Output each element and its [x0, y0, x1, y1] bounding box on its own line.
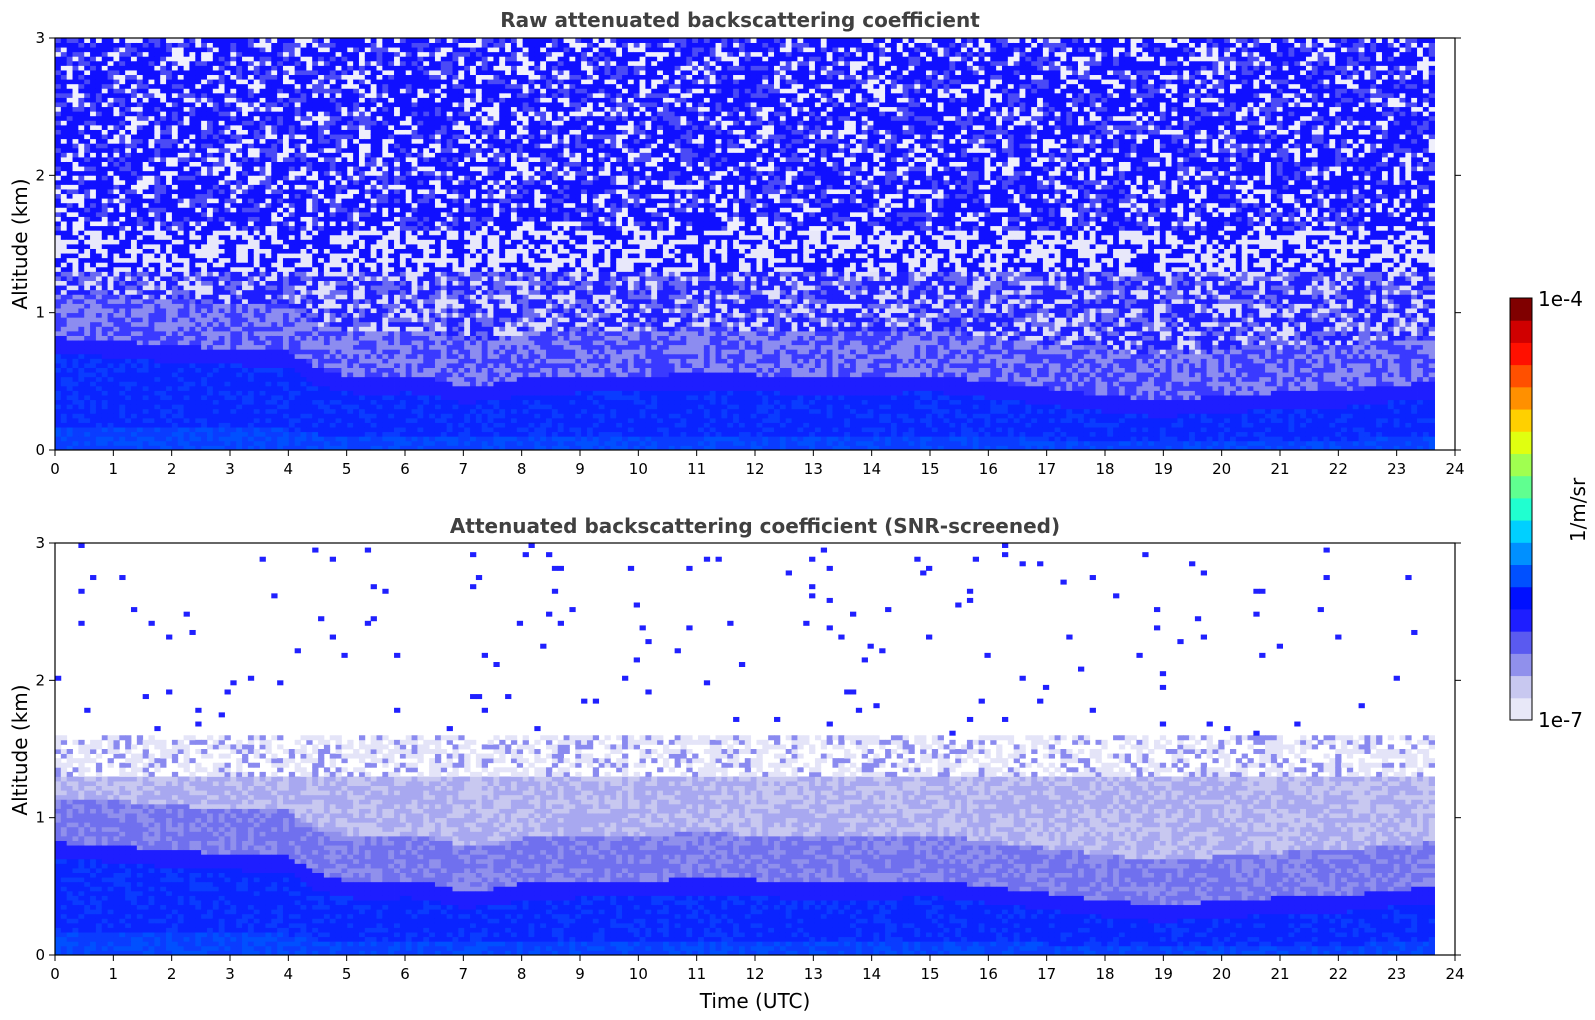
x-tick-label: 4: [284, 965, 294, 983]
x-tick-label: 15: [920, 965, 939, 983]
x-tick-label: 23: [1387, 460, 1406, 478]
colorbar-band: [1510, 564, 1532, 588]
heatmap-screened: [55, 543, 1435, 956]
x-tick-label: 9: [575, 460, 585, 478]
x-tick-label: 10: [629, 965, 648, 983]
x-tick-label: 9: [575, 965, 585, 983]
colorbar-band: [1510, 608, 1532, 632]
y-axis-label-screened: Altitude (km): [8, 684, 32, 815]
x-tick-label: 17: [1037, 965, 1056, 983]
colorbar-band: [1510, 320, 1532, 343]
x-tick-label: 24: [1445, 460, 1464, 478]
raw-backscatter-panel: Raw attenuated backscattering coefficien…: [8, 8, 1465, 478]
y-tick-label: 3: [35, 534, 45, 552]
x-tick-label: 0: [50, 965, 60, 983]
x-tick-label: 14: [862, 460, 881, 478]
x-tick-label: 10: [629, 460, 648, 478]
x-tick-label: 16: [979, 460, 998, 478]
y-axis-ticks-raw: 0 1 2 3: [35, 29, 1461, 459]
x-tick-label: 22: [1329, 965, 1348, 983]
colorbar-band: [1510, 497, 1532, 521]
colorbar-band: [1510, 298, 1532, 321]
y-axis-label-raw: Altitude (km): [8, 178, 32, 309]
colorbar-gradient: [1510, 298, 1532, 721]
x-tick-label: 19: [1154, 965, 1173, 983]
x-tick-label: 5: [342, 460, 352, 478]
colorbar-band: [1510, 542, 1532, 566]
x-tick-label: 7: [459, 965, 469, 983]
x-tick-label: 20: [1212, 965, 1231, 983]
screened-backscatter-panel: Attenuated backscattering coefficient (S…: [8, 514, 1465, 1013]
x-tick-label: 24: [1445, 965, 1464, 983]
y-tick-label: 2: [35, 166, 45, 184]
x-tick-label: 2: [167, 460, 177, 478]
colorbar-band: [1510, 697, 1532, 721]
colorbar-frame: [1509, 297, 1533, 721]
colorbar-band: [1510, 342, 1532, 366]
colorbar-band: [1510, 653, 1532, 677]
x-tick-label: 2: [167, 965, 177, 983]
x-tick-label: 1: [109, 965, 119, 983]
x-tick-label: 15: [920, 460, 939, 478]
x-tick-label: 18: [1095, 460, 1114, 478]
colorbar-band: [1510, 386, 1532, 410]
x-tick-label: 21: [1270, 460, 1289, 478]
y-tick-label: 3: [35, 29, 45, 47]
x-tick-label: 22: [1329, 460, 1348, 478]
colorbar-band: [1510, 453, 1532, 477]
colorbar: 1e-4 1e-7 1/m/sr: [1509, 287, 1590, 732]
x-tick-label: 21: [1270, 965, 1289, 983]
colorbar-band: [1510, 675, 1532, 699]
x-tick-label: 5: [342, 965, 352, 983]
y-tick-label: 1: [35, 304, 45, 322]
x-tick-label: 14: [862, 965, 881, 983]
x-axis-label: Time (UTC): [699, 989, 811, 1013]
x-tick-label: 23: [1387, 965, 1406, 983]
colorbar-unit-label: 1/m/sr: [1566, 477, 1590, 542]
y-tick-label: 0: [35, 946, 45, 964]
x-tick-label: 16: [979, 965, 998, 983]
x-tick-label: 11: [687, 460, 706, 478]
x-tick-label: 7: [459, 460, 469, 478]
y-axis-ticks-screened: 0 1 2 3: [35, 534, 1461, 964]
x-tick-label: 4: [284, 460, 294, 478]
colorbar-band: [1510, 475, 1532, 499]
colorbar-band: [1510, 431, 1532, 454]
x-tick-label: 6: [400, 460, 410, 478]
x-tick-label: 6: [400, 965, 410, 983]
x-tick-label: 18: [1095, 965, 1114, 983]
x-tick-label: 13: [804, 965, 823, 983]
panel-title-screened: Attenuated backscattering coefficient (S…: [450, 514, 1060, 538]
x-tick-label: 1: [109, 460, 119, 478]
x-tick-label: 13: [804, 460, 823, 478]
x-tick-label: 17: [1037, 460, 1056, 478]
colorbar-band: [1510, 520, 1532, 543]
heatmap-raw: [55, 38, 1435, 451]
colorbar-min-label: 1e-7: [1538, 708, 1583, 732]
x-tick-label: 8: [517, 965, 527, 983]
x-tick-label: 3: [225, 460, 235, 478]
x-tick-label: 8: [517, 460, 527, 478]
colorbar-band: [1510, 409, 1532, 432]
x-tick-label: 0: [50, 460, 60, 478]
x-axis-ticks-raw: 0 1 2 3 4 5 6 7 8 9 10 11 12 13 14 15 16 17 18 19 20 21 22 23 24: [50, 450, 1465, 478]
colorbar-max-label: 1e-4: [1538, 287, 1583, 311]
y-tick-label: 1: [35, 809, 45, 827]
x-tick-label: 20: [1212, 460, 1231, 478]
x-tick-label: 12: [745, 965, 764, 983]
x-axis-ticks-screened: 0 1 2 3 4 5 6 7 8 9 10 11 12 13 14 15 16 17 18 19 20 21 22 23 24: [50, 955, 1465, 983]
colorbar-band: [1510, 364, 1532, 388]
x-tick-label: 19: [1154, 460, 1173, 478]
y-tick-label: 0: [35, 441, 45, 459]
x-tick-label: 12: [745, 460, 764, 478]
x-tick-label: 11: [687, 965, 706, 983]
panel-title-raw: Raw attenuated backscattering coefficien…: [500, 8, 980, 32]
colorbar-band: [1510, 586, 1532, 610]
y-tick-label: 2: [35, 671, 45, 689]
x-tick-label: 3: [225, 965, 235, 983]
colorbar-band: [1510, 631, 1532, 654]
